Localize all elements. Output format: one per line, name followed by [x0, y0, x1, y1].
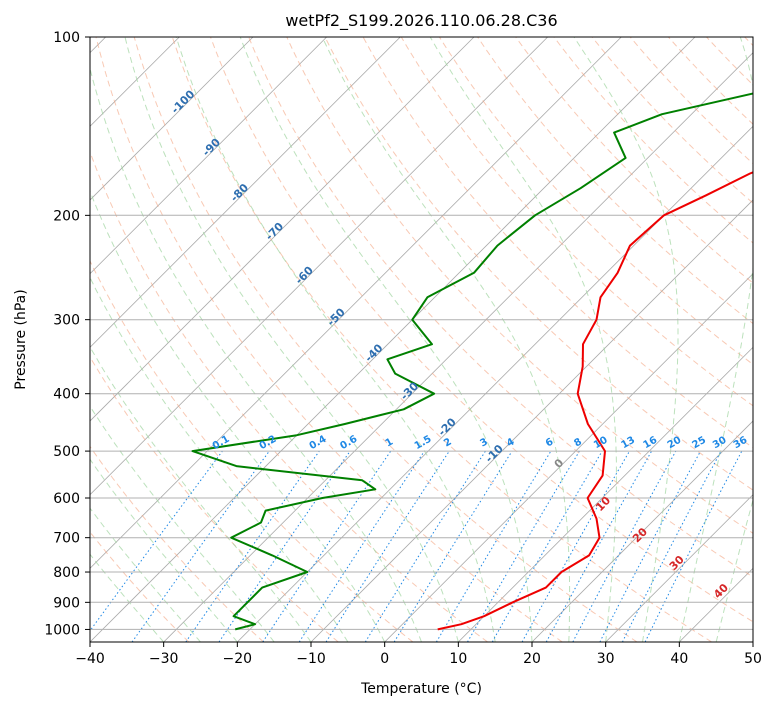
x-tick-label: 50 [744, 651, 762, 667]
x-axis-label: Temperature (°C) [360, 681, 482, 697]
y-tick-label: 200 [53, 208, 80, 224]
x-tick-label: 10 [449, 651, 467, 667]
x-tick-label: −20 [223, 651, 253, 667]
y-tick-label: 300 [53, 313, 80, 329]
x-tick-label: −10 [296, 651, 326, 667]
x-tick-label: 30 [597, 651, 615, 667]
x-tick-label: 0 [380, 651, 389, 667]
y-axis-label: Pressure (hPa) [13, 289, 29, 389]
y-tick-label: 1000 [44, 622, 80, 638]
y-tick-label: 100 [53, 30, 80, 46]
chart-title: wetPf2_S199.2026.110.06.28.C36 [285, 11, 557, 31]
x-tick-label: −40 [75, 651, 105, 667]
y-tick-label: 900 [53, 595, 80, 611]
y-tick-label: 400 [53, 387, 80, 403]
y-tick-label: 700 [53, 531, 80, 547]
x-tick-label: 20 [523, 651, 541, 667]
y-tick-label: 500 [53, 444, 80, 460]
x-tick-label: 40 [670, 651, 688, 667]
y-tick-label: 600 [53, 491, 80, 507]
x-tick-label: −30 [149, 651, 179, 667]
y-tick-label: 800 [53, 565, 80, 581]
